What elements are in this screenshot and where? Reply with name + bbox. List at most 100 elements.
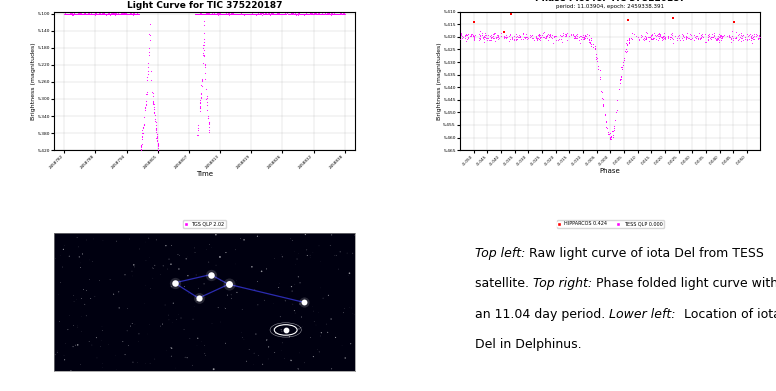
Point (79, 10, 92, 16)
Point (265, 10, 277, 16)
Point (285, 357, 297, 364)
Point (307, 249, 319, 255)
Point (200, 95, 213, 101)
Point (306, 11, 318, 17)
Point (674, 35, 686, 41)
Point (621, 48, 633, 54)
Point (68, 292, 80, 299)
Point (139, 282, 151, 288)
Point (209, 11, 221, 17)
Point (194, 104, 206, 110)
Point (545, 34, 557, 40)
Point (599, 111, 611, 118)
Point (260, 11, 272, 17)
Point (560, 31, 573, 38)
Point (219, 11, 231, 17)
Point (547, 32, 559, 39)
Point (151, 131, 163, 137)
Point (532, 32, 545, 38)
Point (324, 242, 337, 249)
Point (200, 11, 213, 17)
Point (83, 10, 95, 16)
Point (243, 346, 255, 353)
Point (712, 36, 724, 42)
Point (714, 33, 726, 39)
Point (99, 11, 111, 17)
Point (326, 232, 338, 238)
Point (147, 90, 159, 96)
Point (65, 11, 78, 17)
Point (91, 11, 103, 17)
Point (544, 32, 556, 38)
Point (129, 11, 141, 17)
Point (95, 324, 108, 330)
Point (605, 135, 618, 142)
Point (731, 36, 743, 43)
Point (583, 31, 595, 38)
Point (78, 301, 91, 307)
Point (506, 34, 518, 40)
Point (113, 11, 126, 17)
Point (181, 254, 193, 260)
Point (599, 118, 611, 124)
Point (282, 11, 294, 17)
Point (75, 313, 88, 319)
Point (135, 143, 147, 149)
Point (140, 258, 152, 264)
Point (248, 11, 260, 17)
Point (81, 11, 94, 17)
Point (126, 12, 139, 18)
Point (123, 11, 135, 17)
Point (666, 30, 678, 36)
Point (625, 36, 638, 42)
Point (734, 34, 747, 40)
Point (300, 11, 313, 17)
Point (142, 64, 154, 70)
Point (131, 11, 144, 17)
Point (669, 33, 681, 39)
Point (640, 36, 653, 42)
Point (745, 33, 757, 39)
Point (198, 281, 210, 287)
Point (234, 10, 247, 16)
Point (251, 302, 264, 308)
Point (234, 235, 247, 242)
Point (474, 33, 487, 39)
Point (327, 10, 340, 16)
Point (62, 11, 74, 17)
Point (485, 34, 497, 40)
Point (284, 356, 296, 362)
Point (147, 265, 159, 272)
Point (114, 11, 126, 17)
Point (102, 11, 114, 17)
Point (104, 11, 116, 17)
Point (333, 11, 345, 17)
Point (531, 37, 543, 43)
Point (93, 10, 106, 16)
Point (303, 11, 316, 17)
Point (80, 11, 92, 17)
Point (106, 10, 119, 16)
Point (656, 34, 668, 41)
Point (126, 321, 138, 327)
Point (69, 11, 81, 17)
Point (199, 11, 211, 17)
Point (506, 36, 518, 42)
Point (508, 37, 521, 43)
Point (725, 36, 737, 42)
Point (293, 11, 306, 17)
Point (143, 49, 155, 55)
Point (330, 252, 342, 258)
Point (272, 11, 284, 18)
Point (304, 334, 317, 341)
Point (320, 11, 333, 17)
Point (217, 11, 229, 17)
Point (206, 244, 218, 251)
Point (135, 147, 147, 153)
Point (106, 11, 118, 17)
Point (549, 33, 561, 39)
Point (113, 305, 126, 311)
Point (644, 34, 656, 40)
Point (568, 33, 580, 39)
Point (532, 36, 545, 43)
